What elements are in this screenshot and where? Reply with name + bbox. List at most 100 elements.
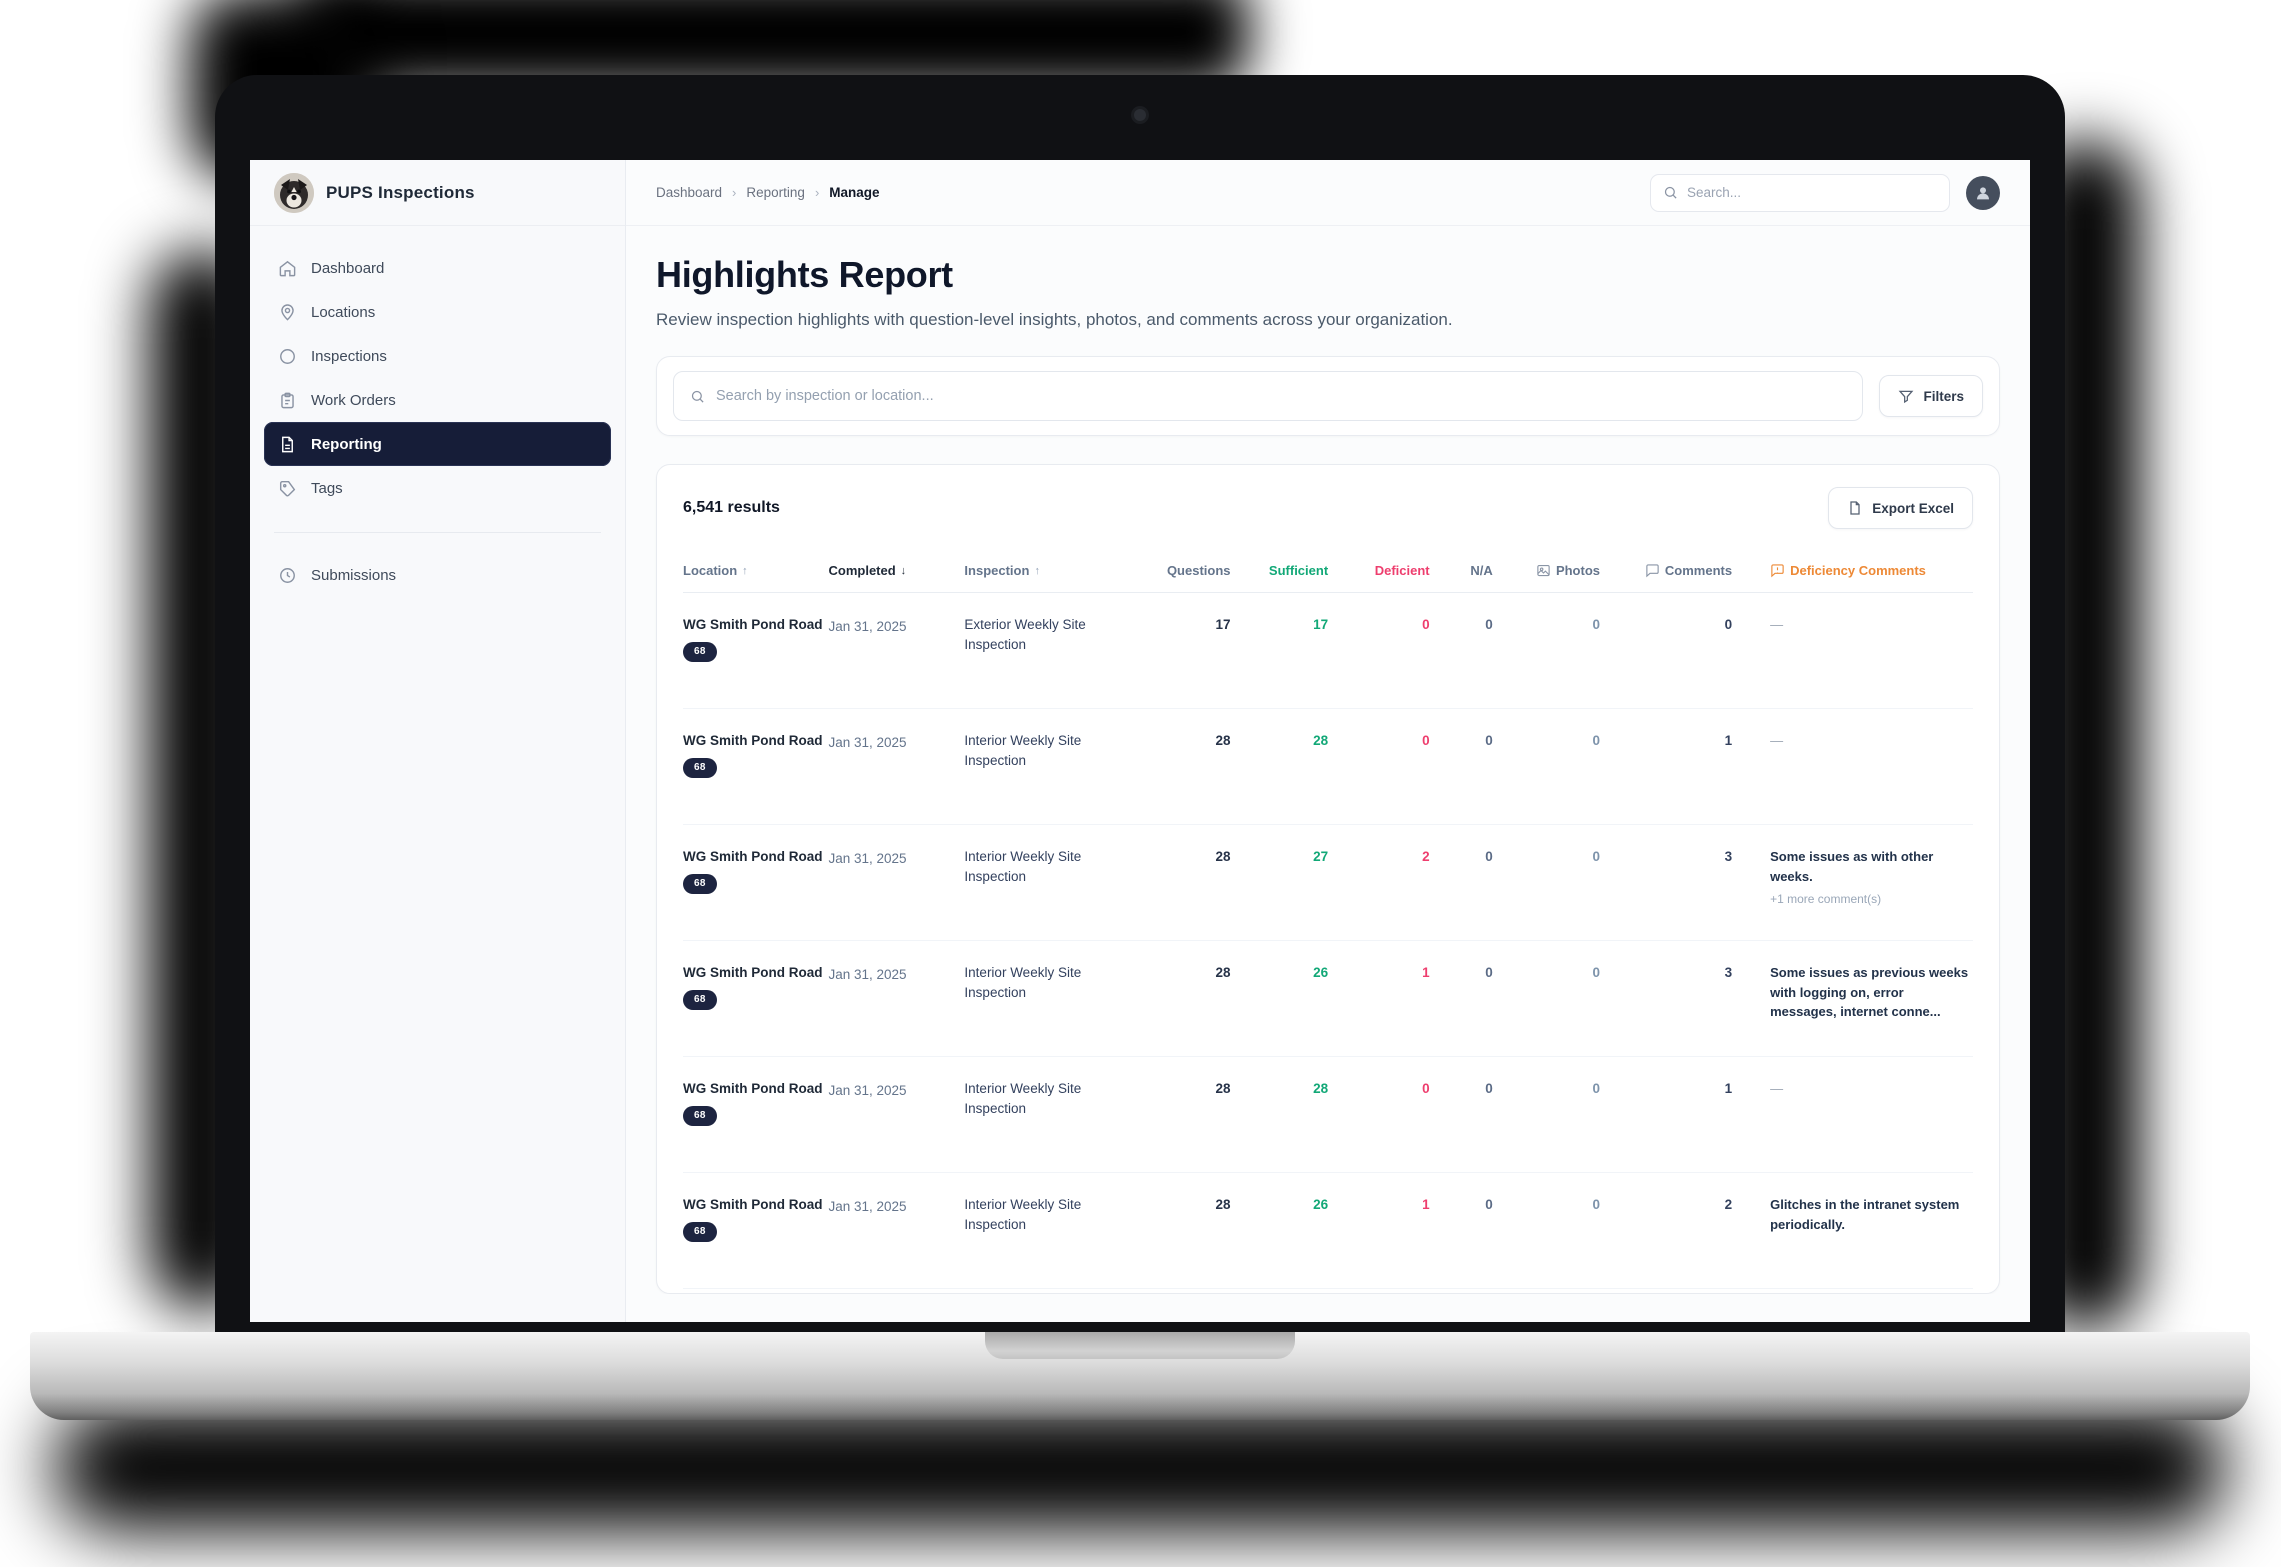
circle-check-icon bbox=[278, 347, 297, 366]
inspection-name[interactable]: Interior Weekly Site Inspection bbox=[964, 1081, 1082, 1116]
deficiency-comment: — bbox=[1770, 617, 1784, 632]
sufficient-value: 17 bbox=[1313, 617, 1329, 632]
table-row[interactable]: WG Smith Pond Road 68 Jan 31, 2025 Inter… bbox=[683, 709, 1973, 825]
more-comments-link[interactable]: +1 more comment(s) bbox=[1770, 892, 1882, 906]
sidebar-item-tags[interactable]: Tags bbox=[264, 466, 611, 510]
page-subtitle: Review inspection highlights with questi… bbox=[656, 310, 1453, 329]
deficient-value: 1 bbox=[1422, 1197, 1430, 1212]
results-header: 6,541 results Export Excel bbox=[683, 487, 1973, 529]
breadcrumb-reporting[interactable]: Reporting bbox=[746, 185, 805, 200]
brand: PUPS Inspections bbox=[250, 160, 625, 226]
inspection-name[interactable]: Interior Weekly Site Inspection bbox=[964, 1197, 1082, 1232]
brand-logo-icon bbox=[274, 172, 314, 213]
sidebar-item-label: Locations bbox=[311, 303, 376, 321]
sufficient-value: 28 bbox=[1313, 1081, 1329, 1096]
sort-up-icon: ↑ bbox=[742, 564, 748, 577]
deficiency-comment: Some issues as with other weeks. bbox=[1770, 849, 1934, 884]
breadcrumb-separator: › bbox=[814, 185, 820, 200]
table-search-input[interactable] bbox=[716, 388, 1847, 404]
inspection-name[interactable]: Exterior Weekly Site Inspection bbox=[964, 617, 1086, 652]
column-label: Inspection bbox=[964, 563, 1030, 578]
topbar-right bbox=[1650, 173, 2000, 212]
shadow bbox=[55, 1405, 2225, 1530]
column-header-inspection[interactable]: Inspection ↑ bbox=[964, 563, 1134, 578]
completed-date: Jan 31, 2025 bbox=[828, 1083, 907, 1098]
table-row[interactable]: WG Smith Pond Road 68 Jan 31, 2025 Exter… bbox=[683, 593, 1973, 709]
sidebar-item-label: Reporting bbox=[311, 435, 382, 453]
laptop-base-notch bbox=[985, 1332, 1295, 1359]
table-row[interactable]: WG Smith Pond Road 68 Jan 31, 2025 Inter… bbox=[683, 825, 1973, 941]
sidebar-item-locations[interactable]: Locations bbox=[264, 290, 611, 334]
table-row[interactable]: WG Smith Pond Road 68 Jan 31, 2025 Inter… bbox=[683, 1173, 1973, 1289]
deficiency-comment: — bbox=[1770, 1081, 1784, 1096]
column-label: Location bbox=[683, 563, 738, 578]
deficiency-comment: — bbox=[1770, 733, 1784, 748]
export-excel-button[interactable]: Export Excel bbox=[1828, 487, 1973, 529]
global-search-input[interactable] bbox=[1687, 185, 1937, 200]
comments-value: 1 bbox=[1724, 733, 1733, 748]
completed-date: Jan 31, 2025 bbox=[828, 735, 907, 750]
column-header-completed[interactable]: Completed ↓ bbox=[829, 563, 965, 578]
breadcrumb-separator: › bbox=[732, 185, 737, 200]
breadcrumb-dashboard[interactable]: Dashboard bbox=[656, 185, 723, 200]
questions-value: 28 bbox=[1215, 965, 1231, 980]
location-name[interactable]: WG Smith Pond Road bbox=[683, 1081, 823, 1096]
column-header-deficient: Deficient bbox=[1328, 563, 1430, 578]
column-label: Deficient bbox=[1374, 563, 1430, 578]
sidebar-nav: Dashboard Locations Inspections bbox=[250, 226, 625, 617]
main-area: Dashboard › Reporting › Manage bbox=[626, 160, 2030, 1322]
photos-value: 0 bbox=[1592, 617, 1600, 632]
sidebar-item-inspections[interactable]: Inspections bbox=[264, 334, 611, 378]
table-search[interactable] bbox=[673, 371, 1864, 421]
completed-date: Jan 31, 2025 bbox=[828, 967, 907, 982]
filter-bar: Filters bbox=[656, 356, 2000, 436]
sidebar-item-submissions[interactable]: Submissions bbox=[264, 553, 611, 597]
inspection-name[interactable]: Interior Weekly Site Inspection bbox=[964, 965, 1082, 1000]
table-header-row: Location ↑ Completed ↓ Inspection ↑ bbox=[683, 553, 1973, 593]
report-doc-icon bbox=[278, 435, 297, 454]
results-count: 6,541 results bbox=[683, 499, 780, 516]
column-header-questions: Questions bbox=[1135, 563, 1231, 578]
map-pin-icon bbox=[278, 303, 297, 322]
global-search[interactable] bbox=[1650, 173, 1950, 212]
column-header-photos: Photos bbox=[1493, 563, 1600, 578]
location-badge: 68 bbox=[683, 1221, 717, 1243]
sidebar-item-label: Tags bbox=[311, 479, 343, 497]
column-label: N/A bbox=[1470, 563, 1493, 578]
filters-button[interactable]: Filters bbox=[1879, 375, 1983, 417]
photos-value: 0 bbox=[1592, 1197, 1600, 1212]
sidebar-item-reporting[interactable]: Reporting bbox=[264, 422, 611, 466]
location-name[interactable]: WG Smith Pond Road bbox=[683, 849, 823, 864]
sidebar-item-work-orders[interactable]: Work Orders bbox=[264, 378, 611, 422]
deficient-value: 1 bbox=[1422, 965, 1430, 980]
breadcrumb: Dashboard › Reporting › Manage bbox=[656, 185, 880, 200]
column-header-comments: Comments bbox=[1600, 563, 1732, 578]
clock-icon bbox=[278, 566, 297, 585]
location-name[interactable]: WG Smith Pond Road bbox=[683, 617, 823, 632]
completed-date: Jan 31, 2025 bbox=[828, 1199, 907, 1214]
clipboard-icon bbox=[278, 391, 297, 410]
table-row[interactable]: WG Smith Pond Road 68 Jan 31, 2025 Inter… bbox=[683, 941, 1973, 1057]
table-row[interactable]: WG Smith Pond Road 68 Jan 31, 2025 Inter… bbox=[683, 1057, 1973, 1173]
search-icon bbox=[1663, 185, 1678, 200]
photos-value: 0 bbox=[1592, 1081, 1600, 1096]
tag-icon bbox=[278, 479, 297, 498]
location-name[interactable]: WG Smith Pond Road bbox=[683, 965, 823, 980]
app-window: PUPS Inspections Dashboard Locations bbox=[250, 160, 2030, 1322]
sidebar-item-label: Work Orders bbox=[311, 391, 396, 409]
column-label: Questions bbox=[1166, 563, 1231, 578]
completed-date: Jan 31, 2025 bbox=[828, 619, 907, 634]
sufficient-value: 28 bbox=[1313, 733, 1329, 748]
na-value: 0 bbox=[1485, 617, 1493, 632]
location-name[interactable]: WG Smith Pond Road bbox=[683, 733, 823, 748]
column-header-location[interactable]: Location ↑ bbox=[683, 563, 829, 578]
user-avatar[interactable] bbox=[1966, 175, 2000, 210]
questions-value: 28 bbox=[1215, 1081, 1231, 1096]
location-name[interactable]: WG Smith Pond Road bbox=[683, 1197, 823, 1212]
sidebar-item-dashboard[interactable]: Dashboard bbox=[264, 246, 611, 290]
topbar: Dashboard › Reporting › Manage bbox=[626, 160, 2030, 226]
na-value: 0 bbox=[1485, 849, 1493, 864]
inspection-name[interactable]: Interior Weekly Site Inspection bbox=[964, 849, 1082, 884]
inspection-name[interactable]: Interior Weekly Site Inspection bbox=[964, 733, 1082, 768]
